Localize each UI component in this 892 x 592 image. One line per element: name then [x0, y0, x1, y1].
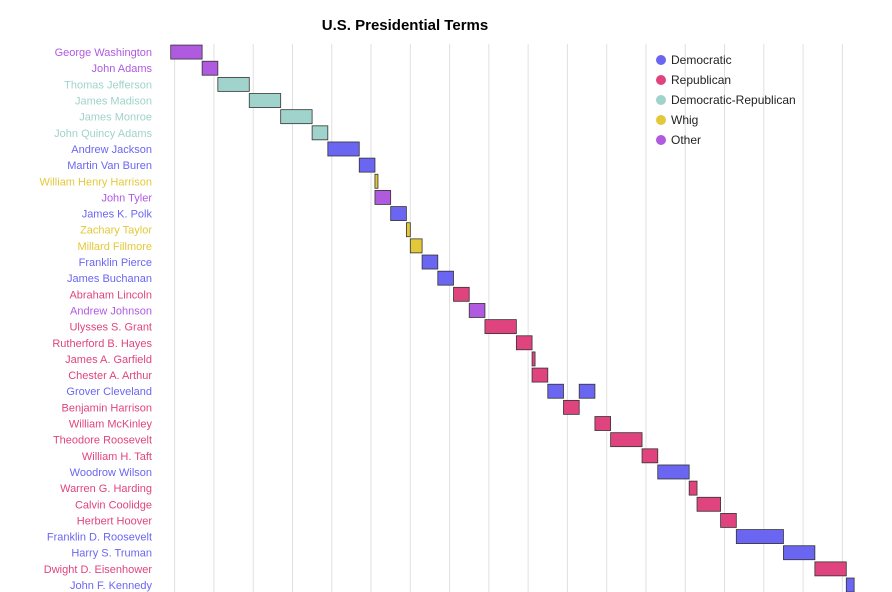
- term-bar: [409, 238, 423, 254]
- legend-swatch: [656, 95, 666, 105]
- president-label: John Tyler: [101, 192, 152, 204]
- term-bar: [814, 561, 847, 577]
- term-bars: [170, 44, 855, 592]
- president-label: Benjamin Harrison: [62, 402, 152, 414]
- president-label: George Washington: [55, 47, 152, 59]
- president-label: Andrew Jackson: [71, 144, 152, 156]
- term-bar: [688, 480, 698, 496]
- president-label: Harry S. Truman: [71, 548, 152, 560]
- term-bar: [531, 367, 549, 383]
- president-label: Woodrow Wilson: [70, 467, 152, 479]
- legend-swatch: [656, 55, 666, 65]
- legend-label: Republican: [671, 73, 731, 87]
- term-bar: [484, 319, 517, 335]
- term-bar: [783, 545, 816, 561]
- term-bar: [657, 464, 690, 480]
- president-label: James Madison: [75, 96, 152, 108]
- legend-label: Democratic-Republican: [671, 93, 796, 107]
- term-bar: [201, 60, 219, 76]
- president-label: Rutherford B. Hayes: [52, 338, 152, 350]
- president-label: Calvin Coolidge: [75, 499, 152, 511]
- term-bar: [311, 125, 329, 141]
- term-bar: [358, 157, 376, 173]
- president-label: James Monroe: [79, 112, 152, 124]
- grid-lines: [174, 44, 843, 592]
- president-label: James A. Garfield: [65, 354, 152, 366]
- president-label: Zachary Taylor: [80, 225, 152, 237]
- term-bar: [405, 222, 411, 238]
- president-label: Martin Van Buren: [67, 160, 152, 172]
- president-label: Andrew Johnson: [70, 305, 152, 317]
- president-label: Theodore Roosevelt: [53, 435, 152, 447]
- president-label: Chester A. Arthur: [68, 370, 152, 382]
- president-label: Ulysses S. Grant: [69, 322, 152, 334]
- term-bar: [641, 448, 659, 464]
- president-label: John Quincy Adams: [54, 128, 152, 140]
- term-bar: [280, 109, 313, 125]
- president-label: Grover Cleveland: [66, 386, 152, 398]
- chart-title: U.S. Presidential Terms: [322, 17, 488, 34]
- president-label: James Buchanan: [67, 273, 152, 285]
- president-label: John F. Kennedy: [70, 580, 152, 592]
- term-bar: [563, 399, 580, 415]
- president-labels: George Washington John Adams Thomas Jeffer…: [40, 47, 153, 592]
- president-label: Millard Fillmore: [77, 241, 152, 253]
- term-bar: [845, 577, 855, 592]
- term-bar: [437, 270, 454, 286]
- term-bar: [374, 190, 392, 205]
- president-label: Franklin Pierce: [79, 257, 152, 269]
- legend-swatch: [656, 75, 666, 85]
- term-bar: [735, 529, 784, 544]
- president-label: Abraham Lincoln: [69, 289, 152, 301]
- legend-swatch: [656, 135, 666, 145]
- legend-label: Democratic: [671, 53, 732, 67]
- term-bar: [468, 303, 486, 318]
- legend-swatch: [656, 115, 666, 125]
- president-label: John Adams: [91, 63, 152, 75]
- term-bar: [515, 335, 533, 351]
- president-label: James K. Polk: [82, 209, 153, 221]
- term-bar: [327, 141, 360, 157]
- term-bar: [594, 416, 612, 431]
- term-bar: [696, 496, 721, 512]
- legend: Democratic Republican Democratic-Republica…: [656, 53, 796, 147]
- legend-label: Whig: [671, 113, 698, 127]
- president-label: William H. Taft: [82, 451, 152, 463]
- president-label: William McKinley: [69, 419, 153, 431]
- president-label: Dwight D. Eisenhower: [44, 564, 153, 576]
- term-bar: [453, 286, 470, 302]
- term-bar: [421, 254, 439, 270]
- president-label: Thomas Jefferson: [64, 79, 152, 91]
- term-bar: [531, 351, 536, 367]
- president-label: Herbert Hoover: [77, 515, 153, 527]
- president-label: Franklin D. Roosevelt: [47, 532, 152, 544]
- president-label: Warren G. Harding: [60, 483, 152, 495]
- term-bar: [578, 383, 596, 399]
- term-bar: [720, 513, 737, 528]
- term-bar: [374, 173, 379, 189]
- term-bar: [170, 44, 203, 60]
- term-bar: [610, 432, 643, 448]
- president-label: William Henry Harrison: [40, 176, 152, 188]
- term-bar: [390, 206, 407, 221]
- term-bar: [547, 383, 564, 399]
- term-bar: [248, 93, 282, 108]
- term-bar: [217, 76, 250, 92]
- legend-label: Other: [671, 133, 701, 147]
